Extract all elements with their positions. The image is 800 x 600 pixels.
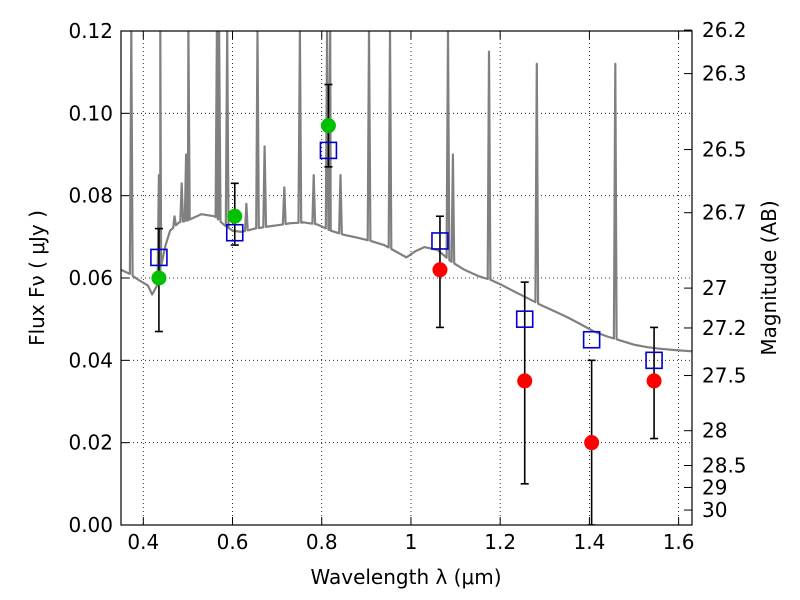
- y2-tick-label: 27.2: [702, 316, 747, 340]
- model-square-marker: [319, 141, 338, 160]
- y-tick-label: 0.02: [68, 431, 113, 455]
- red-data-point: [432, 262, 448, 278]
- model-square-marker: [645, 351, 663, 370]
- plot-background: [121, 31, 692, 525]
- y-tick-label: 0.00: [68, 513, 113, 537]
- model-square-marker: [431, 232, 449, 250]
- x-tick-label: 0.4: [127, 530, 159, 554]
- y2-tick-label: 26.5: [702, 138, 747, 162]
- x-tick-label: 0.8: [306, 530, 338, 554]
- y2-tick-label: 29: [702, 475, 727, 499]
- y2-axis-title: Magnitude (AB): [757, 200, 781, 355]
- x-tick-label: 0.6: [217, 530, 249, 554]
- red-data-point: [517, 373, 533, 389]
- model-square-marker: [225, 223, 244, 242]
- x-tick-label: 1.4: [573, 530, 605, 554]
- y2-tick-label: 28: [702, 419, 727, 443]
- model-spectrum-line: [121, 31, 692, 353]
- y2-tick-label: 30: [702, 498, 727, 522]
- y2-tick-label: 28.5: [702, 453, 747, 477]
- model-square-marker: [582, 330, 601, 349]
- y-tick-label: 0.06: [68, 266, 113, 290]
- y2-tick-label: 27.5: [702, 364, 747, 388]
- model-square-marker: [150, 248, 168, 267]
- green-data-point: [320, 118, 336, 134]
- x-axis-title: Wavelength λ (μm): [310, 565, 501, 589]
- plot-area: [121, 31, 692, 525]
- y-tick-label: 0.08: [68, 184, 113, 208]
- red-data-point: [646, 373, 662, 389]
- y2-tick-label: 26.3: [702, 62, 747, 86]
- green-data-point: [151, 270, 167, 286]
- y-axis-left: 0.00 0.02 0.04 0.06 0.08 0.10 0.12: [68, 19, 129, 537]
- red-data-point: [584, 435, 600, 451]
- y-tick-label: 0.04: [68, 348, 113, 372]
- y2-tick-label: 26.7: [702, 201, 747, 225]
- y-tick-label: 0.10: [68, 101, 113, 125]
- y-tick-label: 0.12: [68, 19, 113, 43]
- model-square-marker: [515, 310, 534, 328]
- x-tick-label: 1.2: [484, 530, 516, 554]
- x-tick-label: 1: [405, 530, 418, 554]
- y2-tick-label: 26.2: [702, 18, 747, 42]
- green-data-point: [227, 208, 243, 224]
- x-axis: 0.4 0.6 0.8 1 1.2 1.4 1.6: [127, 31, 695, 554]
- y-axis-title: Flux Fν ( μJy ): [25, 210, 49, 346]
- x-tick-label: 1.6: [663, 530, 695, 554]
- y2-tick-label: 27: [702, 276, 727, 300]
